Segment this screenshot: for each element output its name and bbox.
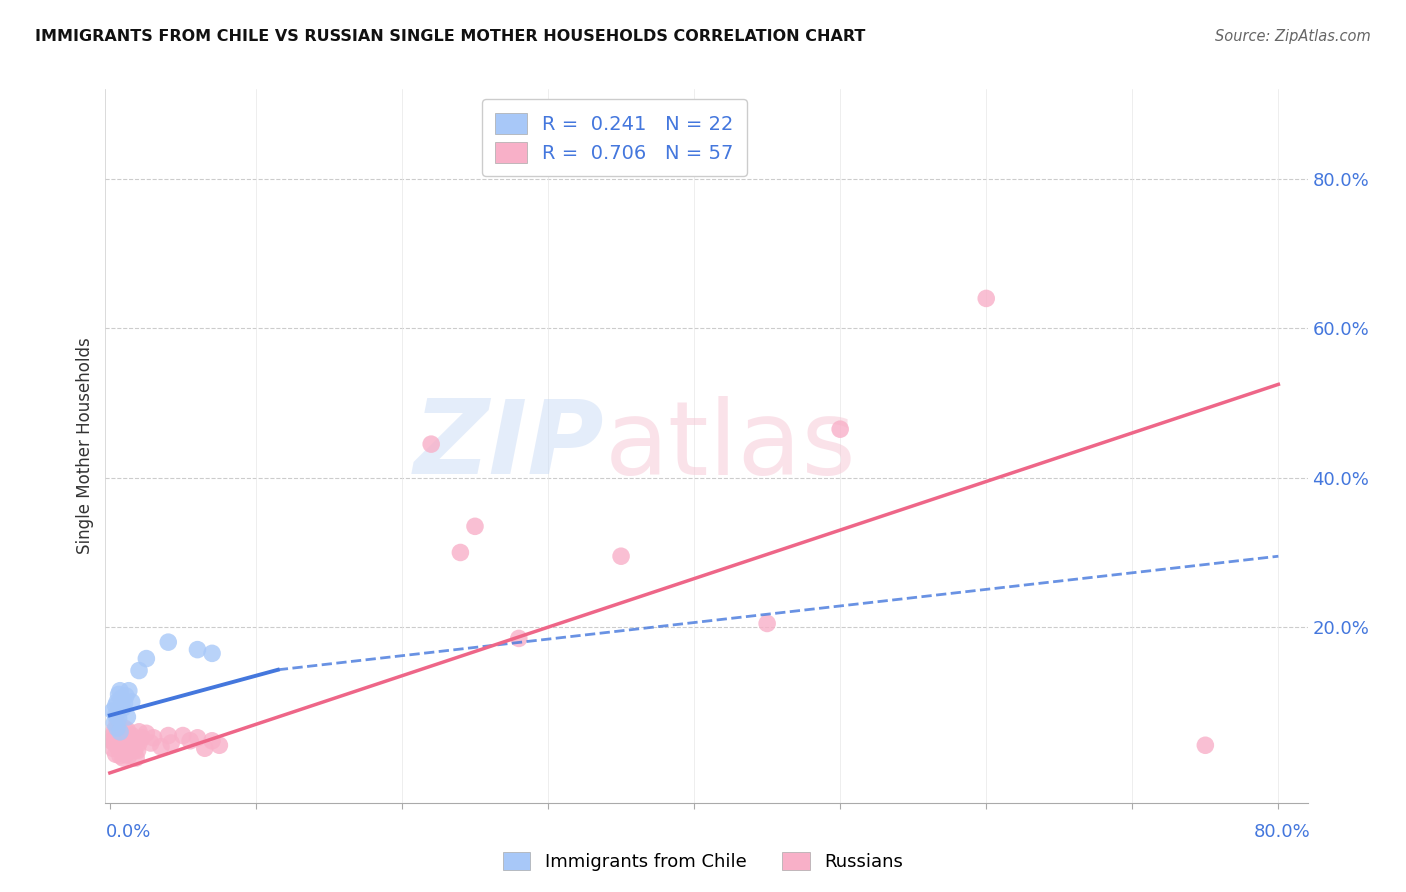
Point: [135, 726, 157, 740]
Point: [172, 729, 194, 743]
Point: [110, 743, 132, 757]
Point: [111, 701, 134, 715]
Point: [110, 738, 132, 752]
Point: [104, 708, 127, 723]
Point: [115, 689, 138, 703]
Y-axis label: Single Mother Households: Single Mother Households: [76, 338, 94, 554]
Point: [128, 724, 150, 739]
Point: [100, 733, 122, 747]
Point: [107, 688, 129, 702]
Point: [128, 664, 150, 678]
Point: [111, 733, 134, 747]
Point: [194, 741, 217, 756]
Point: [121, 729, 143, 743]
Point: [121, 695, 143, 709]
Point: [131, 731, 153, 745]
Text: IMMIGRANTS FROM CHILE VS RUSSIAN SINGLE MOTHER HOUSEHOLDS CORRELATION CHART: IMMIGRANTS FROM CHILE VS RUSSIAN SINGLE …: [35, 29, 866, 44]
Legend: R =  0.241   N = 22, R =  0.706   N = 57: R = 0.241 N = 22, R = 0.706 N = 57: [482, 99, 747, 177]
Point: [105, 726, 128, 740]
Point: [111, 751, 134, 765]
Point: [105, 738, 128, 752]
Text: 0.0%: 0.0%: [105, 822, 150, 840]
Point: [157, 635, 180, 649]
Point: [1194, 738, 1216, 752]
Point: [186, 731, 208, 745]
Point: [118, 748, 141, 763]
Point: [149, 739, 172, 754]
Point: [756, 616, 779, 631]
Point: [103, 715, 125, 730]
Point: [974, 292, 997, 306]
Point: [464, 519, 486, 533]
Point: [114, 697, 136, 711]
Point: [124, 743, 146, 757]
Point: [118, 741, 141, 756]
Point: [125, 751, 148, 765]
Text: 80.0%: 80.0%: [1254, 822, 1310, 840]
Point: [139, 736, 162, 750]
Legend: Immigrants from Chile, Russians: Immigrants from Chile, Russians: [496, 845, 910, 879]
Text: ZIP: ZIP: [413, 395, 605, 497]
Point: [107, 741, 129, 756]
Point: [420, 437, 443, 451]
Point: [104, 731, 127, 745]
Point: [449, 545, 471, 559]
Point: [201, 733, 224, 747]
Point: [105, 715, 128, 730]
Point: [114, 731, 136, 745]
Point: [104, 698, 127, 713]
Point: [103, 723, 125, 738]
Point: [105, 695, 128, 709]
Point: [110, 691, 132, 706]
Point: [179, 733, 201, 747]
Point: [103, 736, 125, 750]
Point: [122, 738, 145, 752]
Point: [201, 646, 224, 660]
Point: [114, 741, 136, 756]
Point: [128, 736, 150, 750]
Point: [115, 747, 138, 762]
Point: [108, 683, 131, 698]
Point: [208, 738, 231, 752]
Text: Source: ZipAtlas.com: Source: ZipAtlas.com: [1215, 29, 1371, 44]
Point: [115, 738, 138, 752]
Point: [101, 704, 124, 718]
Point: [610, 549, 633, 564]
Point: [117, 723, 139, 738]
Text: atlas: atlas: [605, 395, 856, 497]
Point: [157, 729, 180, 743]
Point: [160, 736, 183, 750]
Point: [117, 710, 139, 724]
Point: [110, 729, 132, 743]
Point: [508, 632, 530, 646]
Point: [118, 683, 141, 698]
Point: [121, 741, 143, 756]
Point: [101, 741, 124, 756]
Point: [101, 729, 124, 743]
Point: [127, 743, 149, 757]
Point: [107, 721, 129, 735]
Point: [105, 721, 128, 735]
Point: [135, 651, 157, 665]
Point: [107, 711, 129, 725]
Point: [186, 642, 208, 657]
Point: [108, 724, 131, 739]
Point: [125, 733, 148, 747]
Point: [114, 721, 136, 735]
Point: [120, 736, 142, 750]
Point: [117, 733, 139, 747]
Point: [830, 422, 852, 436]
Point: [142, 731, 165, 745]
Point: [108, 724, 131, 739]
Point: [104, 747, 127, 762]
Point: [108, 748, 131, 763]
Point: [108, 733, 131, 747]
